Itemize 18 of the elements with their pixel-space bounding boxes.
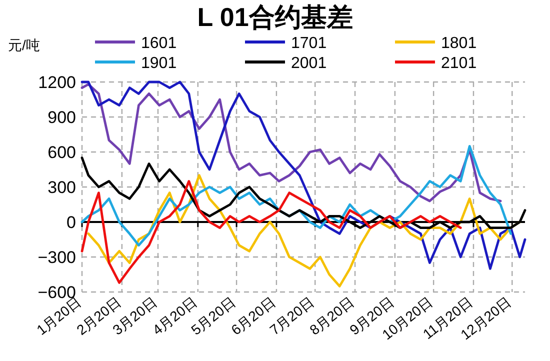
y-tick-label: 600: [48, 143, 76, 162]
y-tick-label: 900: [48, 108, 76, 127]
legend-label: 2001: [291, 55, 327, 72]
line-series: [80, 145, 512, 246]
legend-label: 1801: [441, 35, 477, 52]
legend-label: 1901: [141, 55, 177, 72]
line-series: [80, 156, 526, 229]
legend-label: 2101: [441, 55, 477, 72]
y-tick-label: 1200: [38, 73, 76, 92]
chart-title: L 01合约基差: [197, 2, 353, 32]
y-tick-label: 0: [66, 213, 76, 232]
line-series: [80, 180, 462, 284]
y-axis-title: 元/吨: [8, 37, 40, 53]
y-tick-label: −300: [38, 248, 76, 267]
legend-label: 1701: [291, 35, 327, 52]
legend-label: 1601: [141, 35, 177, 52]
line-series: [80, 83, 502, 202]
y-tick-label: 300: [48, 178, 76, 197]
